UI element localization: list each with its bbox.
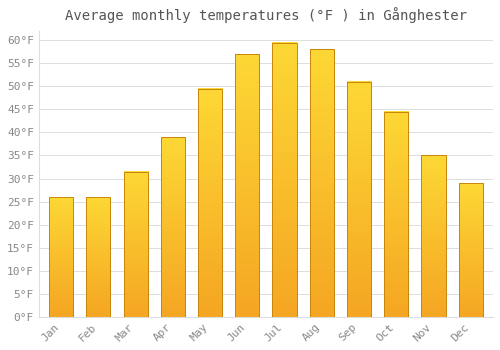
Bar <box>49 197 73 317</box>
Bar <box>272 43 296 317</box>
Bar <box>235 54 260 317</box>
Bar <box>86 197 110 317</box>
Bar <box>422 155 446 317</box>
Bar <box>124 172 148 317</box>
Bar <box>347 82 371 317</box>
Bar <box>310 49 334 317</box>
Bar <box>458 183 483 317</box>
Bar <box>198 89 222 317</box>
Bar <box>160 137 185 317</box>
Title: Average monthly temperatures (°F ) in Gånghester: Average monthly temperatures (°F ) in Gå… <box>65 7 467 23</box>
Bar <box>384 112 408 317</box>
